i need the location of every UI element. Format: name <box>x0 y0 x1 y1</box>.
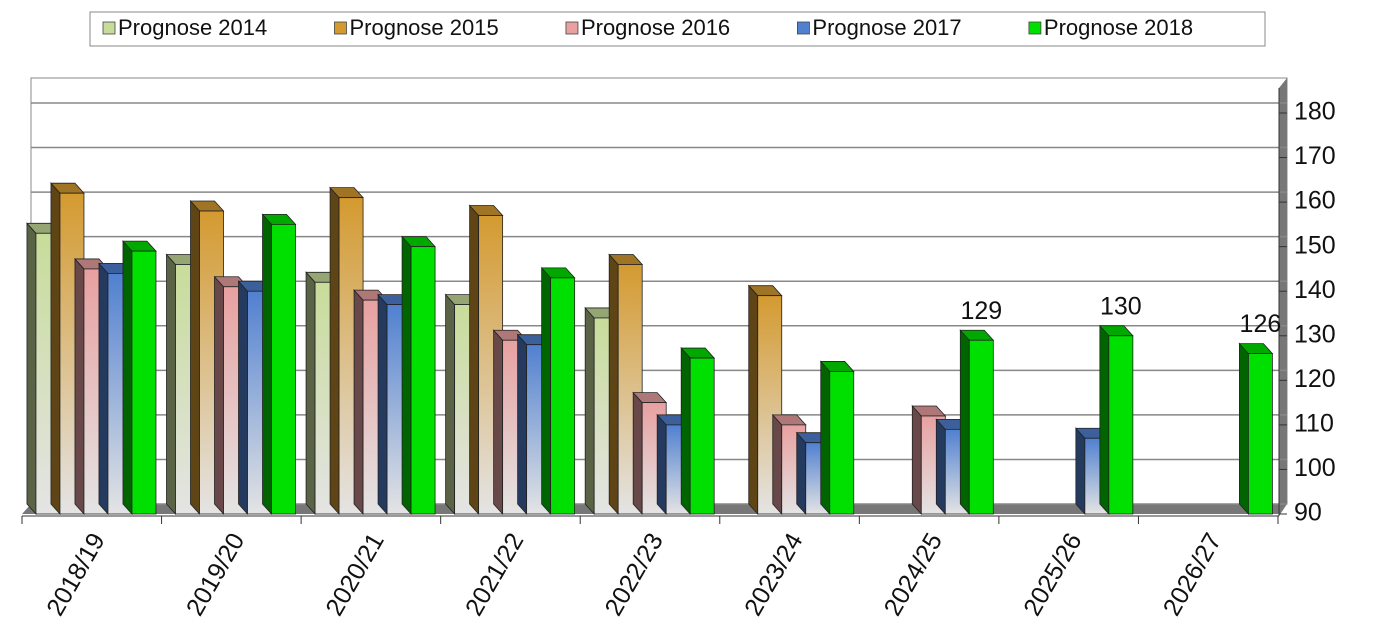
bar-side <box>214 275 224 516</box>
bar-side <box>262 213 272 516</box>
bar-side <box>517 333 528 516</box>
bar <box>1248 353 1273 515</box>
y-tick-label: 120 <box>1294 365 1336 393</box>
y-tick-label: 150 <box>1294 231 1336 259</box>
bar-side <box>377 293 388 516</box>
bar-side <box>401 235 412 516</box>
x-tick-label: 2019/20 <box>181 528 250 620</box>
bar <box>689 357 715 515</box>
x-tick-label: 2018/19 <box>41 528 110 620</box>
y-tick-label: 180 <box>1294 98 1336 126</box>
bar <box>829 371 855 515</box>
legend-label: Prognose 2017 <box>812 15 961 40</box>
bar-side <box>74 257 85 516</box>
bar-side <box>541 266 552 516</box>
bar-side <box>469 204 480 516</box>
bar-side <box>329 186 340 516</box>
x-tick-label: 2025/26 <box>1018 528 1087 620</box>
legend-box <box>89 11 1266 47</box>
bar-side <box>1099 324 1110 516</box>
y-tick-label: 170 <box>1294 142 1336 170</box>
data-label: 126 <box>1240 310 1282 338</box>
x-tick-label: 2021/22 <box>460 528 529 620</box>
bar <box>271 223 296 515</box>
bar-side <box>122 240 133 516</box>
bar-side <box>680 347 691 516</box>
x-tick-label: 2026/27 <box>1158 528 1227 620</box>
bar-side <box>445 293 456 516</box>
y-tick-label: 130 <box>1294 320 1336 348</box>
x-tick-label: 2022/23 <box>599 528 668 620</box>
bar-side <box>748 284 759 516</box>
legend-label: Prognose 2018 <box>1044 15 1193 40</box>
legend-label: Prognose 2016 <box>581 15 730 40</box>
bar-side <box>50 182 61 516</box>
bar-side <box>632 391 643 516</box>
y-tick-label: 140 <box>1294 276 1336 304</box>
bar-side <box>353 289 364 516</box>
bar-side <box>238 280 248 516</box>
bar-side <box>166 253 176 516</box>
bar-side <box>796 431 807 516</box>
y-tick-label: 160 <box>1294 187 1336 215</box>
bar-side <box>493 329 504 516</box>
bar <box>1108 335 1134 515</box>
bar-side <box>656 413 667 516</box>
bar-side <box>1239 342 1249 516</box>
legend-label: Prognose 2014 <box>118 15 267 40</box>
x-tick-label: 2024/25 <box>879 528 948 620</box>
y-tick-label: 100 <box>1294 454 1336 482</box>
side-wall <box>1279 78 1287 516</box>
bar <box>968 339 994 515</box>
x-tick-label: 2023/24 <box>739 528 808 620</box>
legend-swatch <box>334 21 347 35</box>
bar-side <box>911 404 922 516</box>
bar-side <box>98 262 109 516</box>
data-label: 130 <box>1100 292 1142 320</box>
bar-side <box>584 306 595 516</box>
bar-side <box>190 199 200 516</box>
bar-side <box>26 222 37 516</box>
bar-side <box>772 413 783 516</box>
bar <box>410 246 436 515</box>
bar-side <box>305 271 316 516</box>
bar <box>131 250 157 515</box>
legend-swatch <box>797 21 810 35</box>
bar-side <box>1075 427 1086 516</box>
legend-label: Prognose 2015 <box>349 15 498 40</box>
bar-side <box>959 329 970 516</box>
bar-side <box>608 253 619 516</box>
legend-swatch <box>102 21 116 35</box>
legend-swatch <box>565 21 579 35</box>
y-tick-label: 90 <box>1294 499 1322 527</box>
data-label: 129 <box>960 297 1002 325</box>
legend-swatch <box>1028 21 1042 35</box>
y-tick-label: 110 <box>1294 409 1334 437</box>
bar <box>550 277 576 515</box>
bar-side <box>935 418 946 516</box>
bar-side <box>820 360 831 516</box>
x-tick-label: 2020/21 <box>320 528 389 620</box>
